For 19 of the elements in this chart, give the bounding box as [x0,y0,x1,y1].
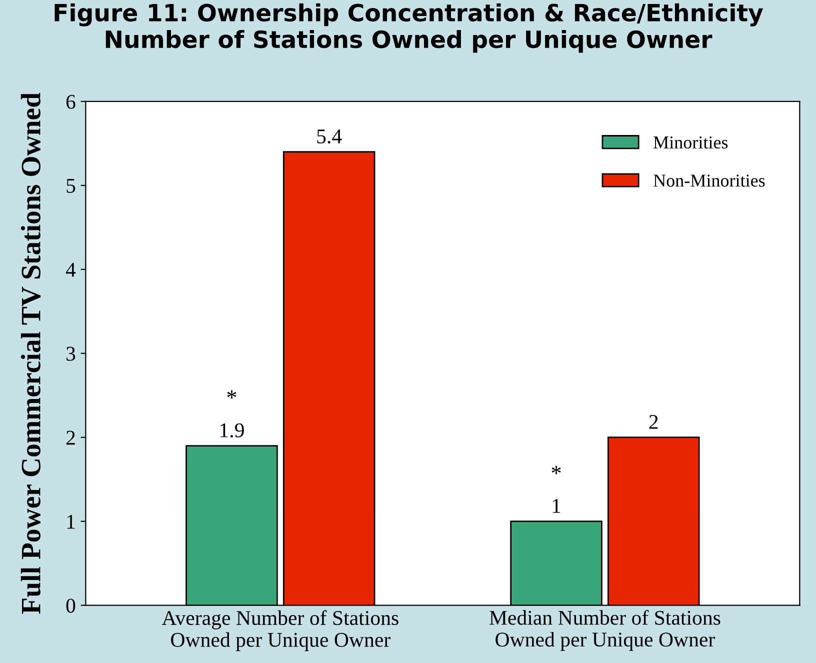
y-tick-label: 5 [66,179,76,193]
y-tick-label: 4 [66,262,76,277]
data-label: 1.9 [220,423,244,438]
y-tick-label: 1 [67,514,75,529]
chart-title: Figure 11: Ownership Concentration & Race/Ethnicity Number of Stations Owned per Unique Owner [54,3,764,53]
legend-label: Non-Minorities [654,174,765,187]
data-label: 5.4 [317,130,342,144]
y-axis-title: Full Power Commercial TV Stations Owned [20,92,41,614]
y-tick-label: 2 [66,430,75,445]
data-label: 1 [552,498,560,513]
legend-label: Minorities [654,136,728,149]
data-label: 2 [649,414,658,429]
x-tick-label: Average Number of Stations Owned per Unique Owner [162,610,398,652]
annotation: * [552,466,561,474]
y-tick-label: 3 [66,346,76,361]
annotation: * [227,390,236,399]
x-tick-label: Median Number of Stations Owned per Unique Owner [490,610,720,651]
y-tick-label: 0 [66,598,76,613]
y-tick-label: 6 [66,94,76,109]
